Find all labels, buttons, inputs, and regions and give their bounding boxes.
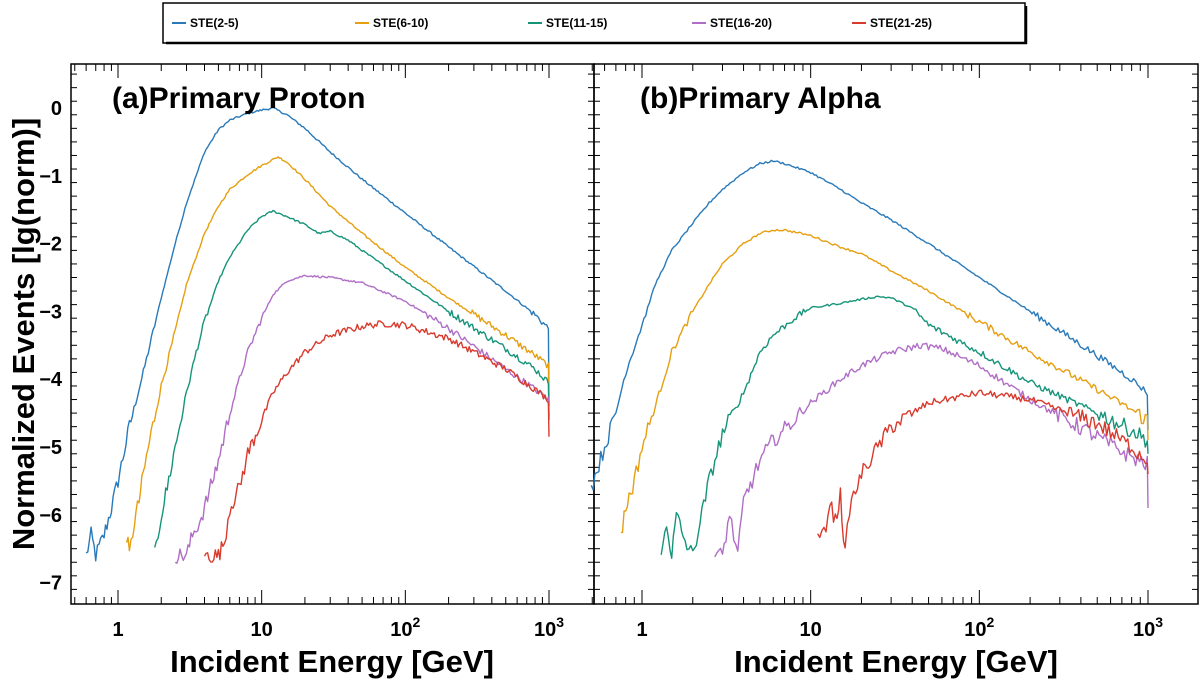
x-tick-label: 1 xyxy=(112,619,123,641)
series-line-ste11-15 xyxy=(154,209,550,548)
y-tick-label: −1 xyxy=(39,166,62,188)
panel-alpha-series xyxy=(590,159,1149,559)
panel-alpha: 1 10 102 103 (b)Primary Alpha Incident Ener… xyxy=(590,63,1199,679)
y-tick-label: −2 xyxy=(39,234,62,256)
series-line-ste21-25 xyxy=(203,320,550,563)
panel-alpha-title: (b)Primary Alpha xyxy=(640,82,881,115)
legend-label-0: STE(2-5) xyxy=(190,16,239,30)
series-line-ste16-20 xyxy=(174,274,550,564)
y-tick-label: −3 xyxy=(39,301,62,323)
x-tick-label: 1 xyxy=(636,619,647,641)
series-line-ste21-25 xyxy=(816,389,1149,549)
panel-proton-series xyxy=(85,106,550,564)
y-tick-label: −5 xyxy=(39,437,62,459)
x-tick-label: 103 xyxy=(534,614,564,641)
y-tick-label: 0 xyxy=(51,98,62,120)
panel-alpha-xlabel: Incident Energy [GeV] xyxy=(734,644,1058,679)
y-tick-label: −7 xyxy=(39,573,62,595)
panel-proton-frame xyxy=(70,63,595,605)
x-tick-label: 102 xyxy=(390,614,420,641)
x-tick-label: 10 xyxy=(251,619,273,641)
legend-frame xyxy=(162,2,1026,44)
legend-label-2: STE(11-15) xyxy=(546,16,607,30)
y-tick-labels: 0 −1 −2 −3 −4 −5 −6 −7 xyxy=(39,98,63,595)
legend-label-1: STE(6-10) xyxy=(373,16,428,30)
panel-alpha-frame xyxy=(593,63,1199,605)
series-line-ste2-5 xyxy=(85,106,550,562)
series-line-ste2-5 xyxy=(590,159,1149,491)
panel-proton-title: (a)Primary Proton xyxy=(112,82,365,115)
panel-alpha-ticks: 1 10 102 103 xyxy=(594,64,1198,641)
y-axis-title: Normalized Events [lg(norm)] xyxy=(6,118,41,550)
legend-label-4: STE(21-25) xyxy=(870,16,932,30)
series-line-ste6-10 xyxy=(620,228,1149,534)
series-line-ste11-15 xyxy=(660,295,1149,559)
y-tick-label: −6 xyxy=(39,505,62,527)
legend: STE(2-5) STE(6-10) STE(11-15) STE(16-20) STE… xyxy=(162,2,1028,45)
y-tick-label: −4 xyxy=(39,369,63,391)
x-tick-label: 10 xyxy=(800,619,822,641)
x-tick-label: 103 xyxy=(1133,614,1163,641)
legend-label-3: STE(16-20) xyxy=(710,16,772,30)
panel-proton: 1 10 102 103 (a)Primary Proton Incident Ene… xyxy=(70,63,595,679)
series-line-ste6-10 xyxy=(126,156,550,552)
series-line-ste16-20 xyxy=(714,342,1149,558)
panel-proton-xlabel: Incident Energy [GeV] xyxy=(170,644,494,679)
panel-proton-ticks: 1 10 102 103 xyxy=(71,64,594,641)
x-tick-label: 102 xyxy=(964,614,994,641)
legend-items: STE(2-5) STE(6-10) STE(11-15) STE(16-20) STE… xyxy=(172,16,932,30)
